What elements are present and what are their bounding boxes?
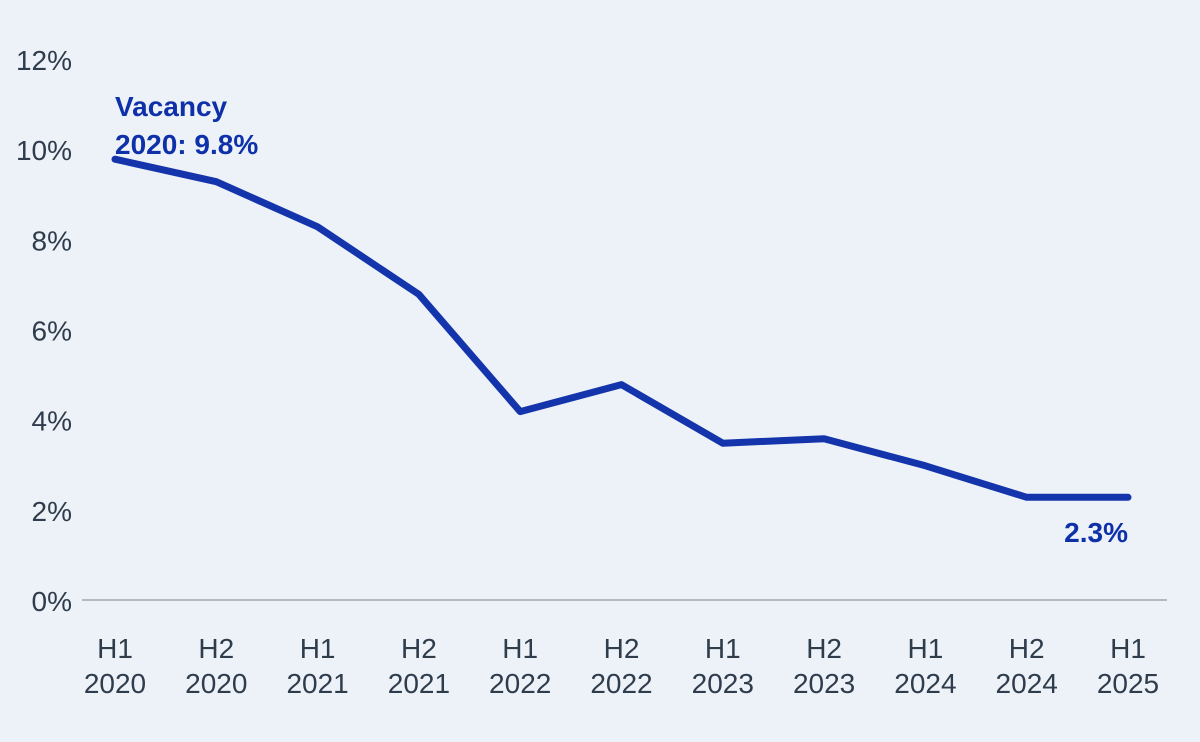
series-end-annotation: 2.3% (1064, 517, 1128, 548)
annotation-series-name: Vacancy (115, 91, 228, 122)
x-tick-period-label: H1 (300, 633, 336, 664)
x-tick-period-label: H2 (604, 633, 640, 664)
x-tick-year-label: 2020 (84, 668, 146, 699)
x-tick-period-label: H1 (908, 633, 944, 664)
x-tick-year-label: 2021 (388, 668, 450, 699)
x-tick-period-label: H1 (97, 633, 133, 664)
y-tick-label: 0% (32, 586, 72, 617)
y-tick-label: 6% (32, 316, 72, 347)
x-tick-year-label: 2020 (185, 668, 247, 699)
y-tick-label: 10% (16, 135, 72, 166)
x-axis-tick-labels: H1 2020 H2 2020 H1 2021 H2 2021 H1 2022 H2 2022 H1 20… (84, 633, 1159, 699)
y-tick-label: 8% (32, 225, 72, 256)
x-tick-year-label: 2024 (894, 668, 956, 699)
x-tick-year-label: 2025 (1097, 668, 1159, 699)
x-tick-period-label: H1 (502, 633, 538, 664)
vacancy-series-line (111, 155, 1132, 501)
y-tick-label: 2% (32, 496, 72, 527)
series-start-annotation: Vacancy 2020: 9.8% (115, 88, 258, 164)
x-tick-year-label: 2022 (590, 668, 652, 699)
x-tick-period-label: H1 (1110, 633, 1146, 664)
x-tick-year-label: 2024 (996, 668, 1058, 699)
x-tick-period-label: H2 (198, 633, 234, 664)
y-tick-label: 4% (32, 406, 72, 437)
x-tick-year-label: 2023 (793, 668, 855, 699)
x-tick-period-label: H1 (705, 633, 741, 664)
x-tick-year-label: 2023 (692, 668, 754, 699)
x-tick-period-label: H2 (1009, 633, 1045, 664)
x-tick-period-label: H2 (806, 633, 842, 664)
x-tick-period-label: H2 (401, 633, 437, 664)
annotation-start-value: 2020: 9.8% (115, 129, 259, 160)
x-tick-year-label: 2021 (286, 668, 348, 699)
y-axis-tick-labels: 0% 2% 4% 6% 8% 10% 12% (16, 45, 72, 617)
y-tick-label: 12% (16, 45, 72, 76)
x-tick-year-label: 2022 (489, 668, 551, 699)
